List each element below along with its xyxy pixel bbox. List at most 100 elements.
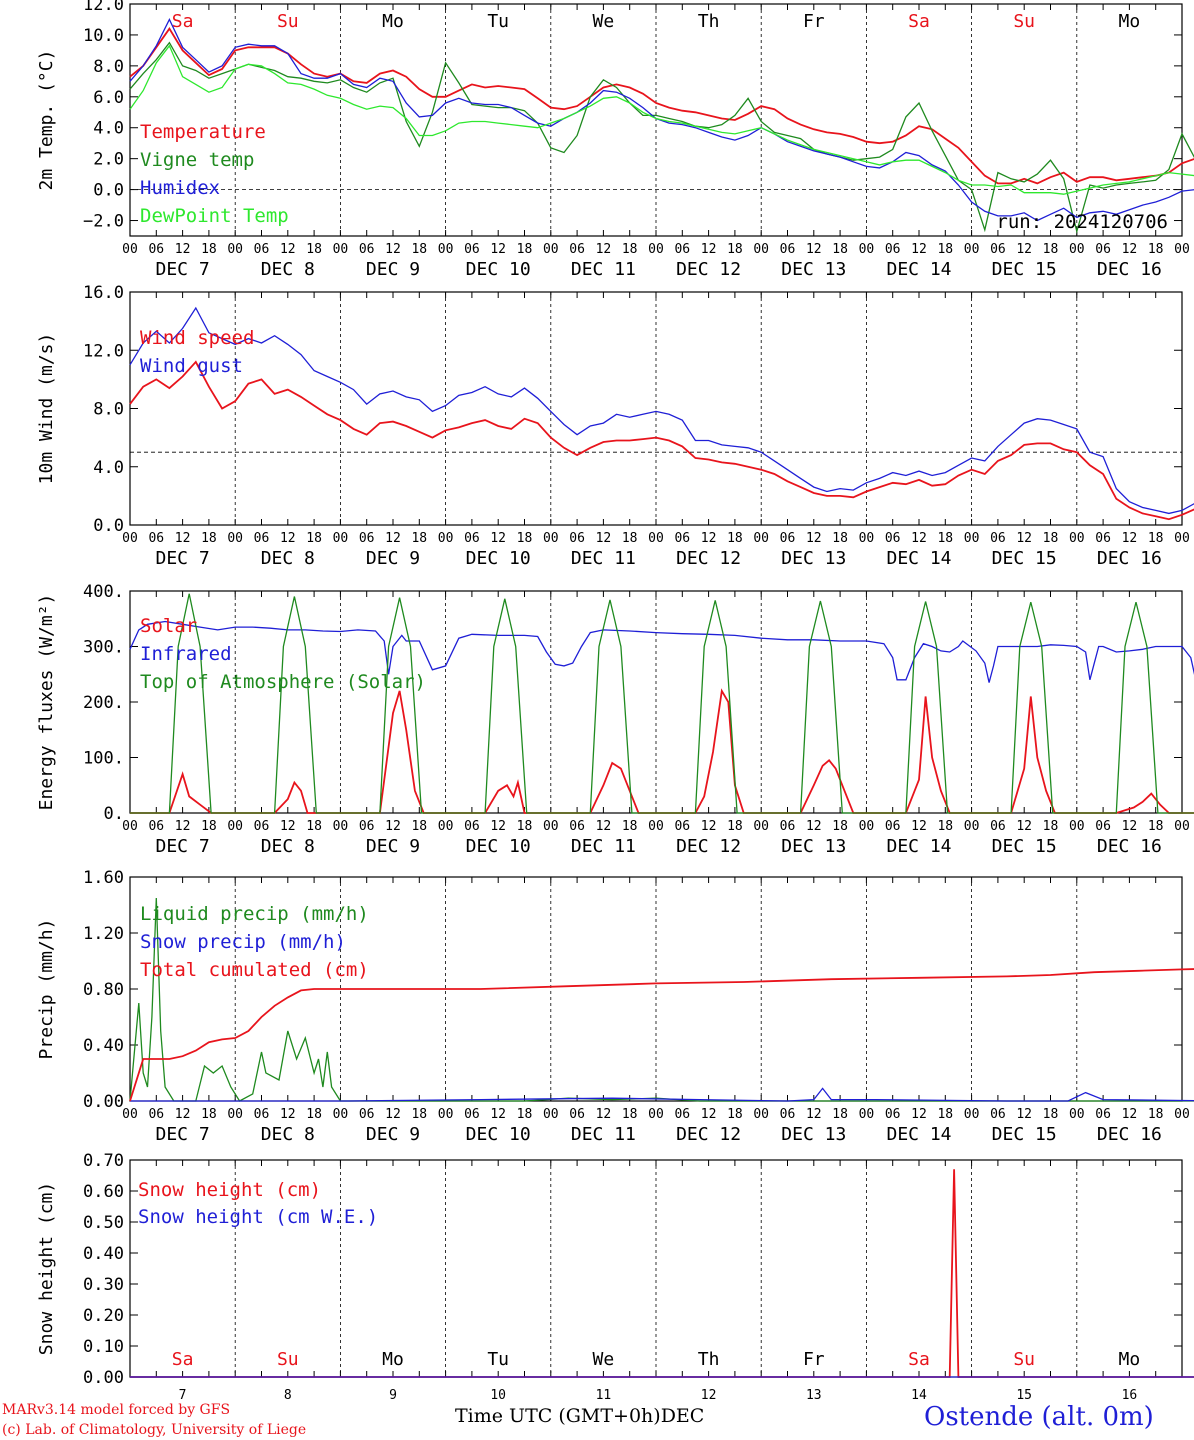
hour-tick-label: 18: [937, 1107, 953, 1122]
x-axis-month: DEC: [660, 1405, 705, 1427]
legend-entry: Snow height (cm W.E.): [138, 1206, 378, 1228]
hour-tick-label: 12: [1016, 1107, 1032, 1122]
hour-tick-label: 06: [885, 242, 901, 257]
hour-tick-label: 12: [701, 531, 717, 546]
y-tick-label: 0.20: [83, 1306, 124, 1326]
y-tick-label: 0.: [104, 804, 124, 824]
hour-tick-label: 00: [964, 1107, 980, 1122]
hour-tick-label: 00: [964, 819, 980, 834]
y-tick-label: 4.0: [93, 119, 124, 139]
legend-entry: Snow height (cm): [138, 1179, 321, 1201]
hour-tick-label: 06: [1095, 242, 1111, 257]
hour-tick-label: 00: [964, 242, 980, 257]
y-tick-label: 1.20: [83, 924, 124, 944]
series-line-wind-speed: [129, 360, 1194, 521]
y-tick-label: 0.50: [83, 1213, 124, 1233]
hour-tick-label: 00: [438, 819, 454, 834]
hour-tick-label: 06: [148, 242, 164, 257]
legend-entry: Temperature: [140, 121, 266, 143]
y-axis-label: Snow height (cm): [36, 1182, 57, 1355]
series-line-wind-gust: [129, 306, 1194, 515]
panel-energy: 0. 100. 200. 300. 400. Energy fluxes (W/m²) 00…: [36, 582, 1194, 857]
hour-tick-label: 00: [227, 531, 243, 546]
date-label: DEC 7: [156, 836, 210, 857]
run-label: run: 2024120706: [996, 211, 1168, 233]
hour-tick-label: 18: [937, 819, 953, 834]
date-label: DEC 13: [781, 1124, 846, 1145]
hour-tick-label: 12: [490, 819, 506, 834]
hour-tick-label: 06: [254, 531, 270, 546]
hour-tick-label: 00: [543, 819, 559, 834]
hour-tick-label: 00: [333, 531, 349, 546]
hour-tick-label: 00: [1174, 531, 1190, 546]
hour-tick-label: 06: [990, 242, 1006, 257]
weekday-label: Sa: [172, 11, 194, 32]
hour-tick-label: 18: [832, 531, 848, 546]
hour-tick-label: 12: [1016, 819, 1032, 834]
hour-tick-label: 12: [596, 1107, 612, 1122]
hour-tick-label: 00: [648, 819, 664, 834]
series-line-snow-precip-mm-h-: [130, 1087, 1194, 1102]
hour-tick-label: 18: [832, 1107, 848, 1122]
hour-tick-label: 18: [306, 531, 322, 546]
hour-tick-label: 12: [175, 819, 191, 834]
hour-tick-label: 12: [280, 1107, 296, 1122]
hour-tick-label: 00: [859, 1107, 875, 1122]
hour-tick-label: 12: [806, 242, 822, 257]
hour-tick-label: 12: [175, 1107, 191, 1122]
date-label: DEC 15: [992, 259, 1057, 280]
hour-tick-label: 18: [1148, 531, 1164, 546]
day-number-label: 9: [389, 1388, 397, 1403]
panel-snow: 0.00 0.10 0.20 0.30 0.40 0.50 0.60 0.70 Snow hei…: [36, 1151, 1194, 1403]
hour-tick-label: 06: [990, 819, 1006, 834]
hour-tick-label: 18: [622, 242, 638, 257]
hour-tick-label: 18: [517, 531, 533, 546]
hour-tick-label: 00: [438, 531, 454, 546]
date-label: DEC 9: [366, 548, 420, 569]
weekday-label: Tu: [487, 11, 509, 32]
weekday-label: Mo: [1119, 1349, 1141, 1370]
hour-tick-label: 06: [148, 1107, 164, 1122]
hour-tick-label: 18: [517, 1107, 533, 1122]
panel-precip: 0.00 0.40 0.80 1.20 1.60 Precip (mm/h) 00 06 12 1…: [36, 868, 1194, 1145]
date-label: DEC 12: [676, 259, 741, 280]
y-tick-label: 0.80: [83, 980, 124, 1000]
legend-entry: Vigne temp: [140, 149, 254, 171]
x-axis-title: Time UTC (GMT+0h)DEC: [455, 1405, 704, 1427]
date-label: DEC 10: [466, 548, 531, 569]
series-line-infrared: [129, 620, 1194, 683]
date-label: DEC 9: [366, 1124, 420, 1145]
hour-tick-label: 06: [1095, 1107, 1111, 1122]
hour-tick-label: 06: [885, 531, 901, 546]
day-number-label: 15: [1016, 1388, 1032, 1403]
legend-entry: Snow precip (mm/h): [140, 931, 346, 953]
panel-temp: −2.0 0.0 2.0 4.0 6.0 8.0 10.0 12.0 2m Temp. (°C)…: [36, 0, 1194, 280]
series-line-temperature: [129, 27, 1194, 185]
y-tick-label: 10.0: [83, 26, 124, 46]
date-label: DEC 14: [886, 836, 951, 857]
hour-tick-label: 06: [1095, 531, 1111, 546]
hour-tick-label: 00: [122, 1107, 138, 1122]
hour-tick-label: 12: [596, 531, 612, 546]
hour-tick-label: 00: [122, 531, 138, 546]
hour-tick-label: 00: [859, 242, 875, 257]
hour-tick-label: 00: [753, 242, 769, 257]
hour-tick-label: 12: [701, 1107, 717, 1122]
hour-tick-label: 06: [464, 1107, 480, 1122]
series-line-vigne-temp: [129, 41, 1194, 234]
hour-tick-label: 06: [569, 531, 585, 546]
y-axis-label: Energy fluxes (W/m²): [36, 594, 57, 811]
hour-tick-label: 18: [201, 242, 217, 257]
hour-tick-label: 18: [1043, 819, 1059, 834]
hour-tick-label: 12: [911, 819, 927, 834]
hour-tick-label: 00: [753, 819, 769, 834]
series-line-liquid-precip-mm-h-: [129, 897, 1194, 1102]
date-label: DEC 7: [156, 548, 210, 569]
hour-tick-label: 18: [727, 1107, 743, 1122]
day-number-label: 8: [284, 1388, 292, 1403]
series-line-dewpoint-temp: [129, 44, 1194, 195]
hour-tick-label: 06: [990, 1107, 1006, 1122]
date-label: DEC 13: [781, 836, 846, 857]
hour-tick-label: 00: [1069, 819, 1085, 834]
